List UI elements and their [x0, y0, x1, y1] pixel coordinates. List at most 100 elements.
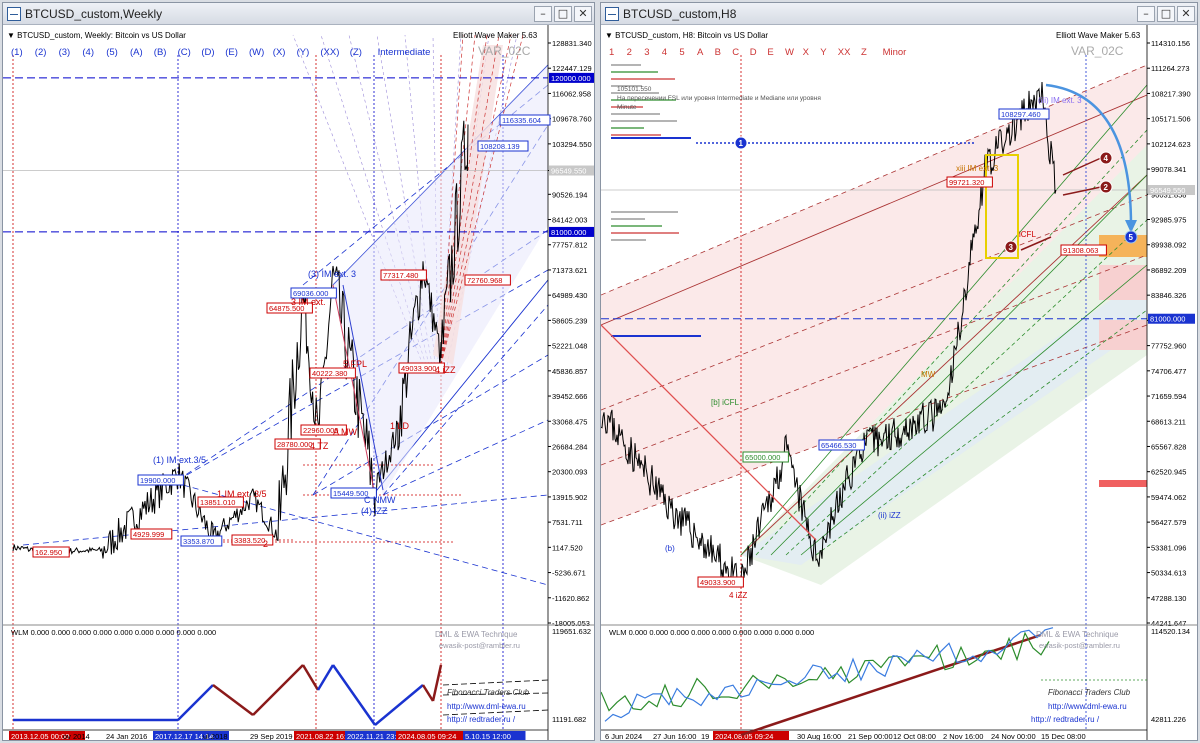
- right-tag: 116335.604: [502, 116, 541, 125]
- wave-button-8[interactable]: (D): [201, 47, 214, 58]
- wave-button-2[interactable]: (3): [59, 47, 71, 58]
- wlm-indicator-line: WLM 0.000 0.000 0.000 0.000 0.000 0.000 …: [609, 628, 814, 637]
- marker-3[interactable]: [1004, 240, 1018, 254]
- wave-button-10[interactable]: (W): [249, 47, 264, 58]
- time-highlight-box: [153, 731, 229, 740]
- price-tick-label: 111264.273: [1151, 64, 1190, 73]
- wave-button-14[interactable]: Z: [861, 47, 867, 58]
- minimize-button[interactable]: –: [1137, 5, 1155, 22]
- wave-button-10[interactable]: W: [785, 47, 794, 58]
- time-label-0: 6 Jun 2024: [605, 732, 642, 741]
- channel-shade: [333, 65, 548, 495]
- wave-button-4[interactable]: (5): [106, 47, 118, 58]
- close-button[interactable]: ✕: [1177, 5, 1195, 22]
- price-box-4: 65466.530: [821, 441, 856, 450]
- close-button[interactable]: ✕: [574, 5, 592, 22]
- marker-4[interactable]: [1099, 151, 1113, 165]
- wave-label-5: (4) iZZ: [361, 506, 388, 516]
- time-label-9: 15 Dec 08:00: [1041, 732, 1086, 741]
- wave-button-5[interactable]: (A): [130, 47, 143, 58]
- maximize-button[interactable]: □: [1157, 5, 1175, 22]
- current-price-box: [1148, 185, 1195, 196]
- wave-button-2[interactable]: 3: [644, 47, 649, 58]
- degree-label: Intermediate: [378, 47, 431, 58]
- wave-button-5[interactable]: A: [697, 47, 704, 58]
- wave-button-4[interactable]: 5: [679, 47, 684, 58]
- price-tick-label: 64989.430: [552, 291, 587, 300]
- maximize-button[interactable]: □: [554, 5, 572, 22]
- minimize-button[interactable]: –: [534, 5, 552, 22]
- wave-button-7[interactable]: C: [732, 47, 739, 58]
- price-box-1: 99721.320: [949, 178, 984, 187]
- wave-button-8[interactable]: D: [750, 47, 757, 58]
- time-label-4: ul 2018: [203, 732, 228, 741]
- wave-button-11[interactable]: (X): [273, 47, 286, 58]
- watermark-text-1: ewasik-post@rambler.ru: [1039, 641, 1120, 650]
- right-tag-box: [477, 140, 529, 152]
- wave-button-14[interactable]: (Z): [350, 47, 362, 58]
- marker-label-4: 4: [1104, 154, 1109, 163]
- wave-button-3[interactable]: (4): [82, 47, 94, 58]
- marker-5[interactable]: [1124, 230, 1138, 244]
- wave-button-9[interactable]: E: [767, 47, 773, 58]
- h8-chart-canvas[interactable]: 1 2 3 4 5 1 2 3 4 5 A B C D E W X Y XX Z Minor ▼ BTCUSD_custo…: [601, 25, 1198, 741]
- wave-button-0[interactable]: 1: [609, 47, 614, 58]
- wave-button-13[interactable]: (XX): [320, 47, 339, 58]
- wave-button-7[interactable]: (C): [178, 47, 191, 58]
- price-tick-label: 58605.239: [552, 316, 587, 325]
- green-fork-line: [740, 84, 1148, 556]
- wave-button-1[interactable]: (2): [35, 47, 47, 58]
- wave-button-9[interactable]: (E): [225, 47, 238, 58]
- price-box-1-box: [946, 176, 993, 188]
- wave-button-13[interactable]: XX: [838, 47, 851, 58]
- degree-label: Minor: [883, 47, 907, 58]
- level-axis-box: [549, 226, 594, 237]
- time-highlight-box: [345, 731, 417, 740]
- price-tick-label: 90526.194: [552, 190, 587, 199]
- price-box-13: 3383.520: [234, 536, 265, 545]
- wave-line: [332, 284, 376, 496]
- trend-line: [312, 354, 549, 496]
- arrow-head: [1125, 220, 1137, 233]
- time-label-6: 12 Oct 08:00: [893, 732, 936, 741]
- price-tick-label: 128831.340: [552, 39, 592, 48]
- wave-button-1[interactable]: 2: [627, 47, 632, 58]
- wave-button-12[interactable]: Y: [820, 47, 827, 58]
- time-label-5: 29 Sep 2019: [250, 732, 293, 741]
- price-box-14-box: [32, 546, 70, 558]
- price-tick-label: 71659.594: [1151, 392, 1186, 401]
- wave-button-6[interactable]: (B): [154, 47, 167, 58]
- price-tick-label: 68613.211: [1151, 417, 1186, 426]
- fib-fan-line: [292, 34, 424, 366]
- weekly-chart-window[interactable]: BTCUSD_custom,Weekly – □ ✕ (1) (2) (3) (4)(…: [2, 2, 595, 741]
- pitchfork-line: [601, 254, 1148, 466]
- price-box-1: 64875.500: [269, 304, 304, 313]
- wave-button-3[interactable]: 4: [662, 47, 667, 58]
- wlm-segment: [421, 684, 435, 702]
- curved-arrow: [1045, 83, 1133, 226]
- marker-1[interactable]: [734, 136, 748, 150]
- time-label-6: 2021.08.22 16:55: [296, 732, 354, 741]
- wave-button-0[interactable]: (1): [11, 47, 23, 58]
- wave-label-0: (3) IM ext. 3: [308, 269, 356, 279]
- wave-button-6[interactable]: B: [715, 47, 721, 58]
- watermark-text-2: Fibonacci Traders Club: [1048, 688, 1131, 697]
- weekly-window-titlebar[interactable]: BTCUSD_custom,Weekly – □ ✕: [3, 3, 594, 25]
- time-highlight-box: [713, 731, 789, 740]
- price-tick-label: 50334.613: [1151, 569, 1186, 578]
- wave-line: [601, 324, 817, 541]
- wave-button-11[interactable]: X: [803, 47, 810, 58]
- marker-2[interactable]: [1099, 180, 1113, 194]
- time-label-7: 2 Nov 16:00: [943, 732, 983, 741]
- red-fan-line: [440, 34, 476, 366]
- weekly-chart-canvas[interactable]: (1) (2) (3) (4) (5) (A) (B) (C) (D) (E) (W) (X) (Y) (…: [3, 25, 595, 741]
- time-label-2: 24 Jan 2016: [106, 732, 147, 741]
- price-tick-label: 52221.048: [552, 342, 587, 351]
- wave-button-12[interactable]: (Y): [297, 47, 310, 58]
- wave-label-8: 1 LD: [390, 421, 410, 431]
- price-tick-label: 83846.326: [1151, 291, 1186, 300]
- price-box-0-box: [998, 108, 1050, 120]
- price-tick-label: 59474.062: [1151, 493, 1186, 502]
- h8-window-titlebar[interactable]: BTCUSD_custom,H8 – □ ✕: [601, 3, 1197, 25]
